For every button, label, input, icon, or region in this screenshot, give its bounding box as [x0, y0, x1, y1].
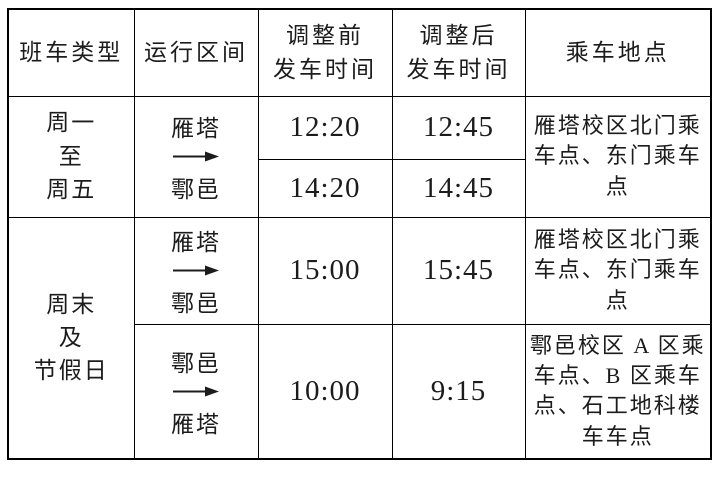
table-row: 周末 及 节假日 雁塔 鄠邑 15:00 15:45 雁塔校区北门乘车点、东门乘… [7, 216, 712, 460]
header-bus-type: 班车类型 [7, 8, 135, 97]
cell-location-yanta: 雁塔校区北门乘车点、东门乘车点 [524, 95, 712, 218]
right-arrow-icon [173, 151, 219, 162]
route-to: 鄠邑 [171, 291, 221, 316]
bus-schedule-table: 班车类型 运行区间 调整前 发车时间 调整后 发车时间 乘车地点 周一 至 周五… [7, 8, 712, 460]
route-from: 雁塔 [171, 230, 221, 255]
header-route: 运行区间 [133, 8, 259, 97]
cell-bus-type-weekend: 周末 及 节假日 [7, 216, 135, 460]
route-stack: 雁塔 鄠邑 [135, 109, 258, 204]
route-to: 雁塔 [171, 411, 221, 437]
route-stack: 鄠邑 雁塔 [135, 344, 258, 439]
cell-time-before: 15:00 [257, 216, 393, 325]
header-location: 乘车地点 [524, 8, 712, 97]
cell-time-before: 12:20 [257, 95, 393, 160]
table-row: 周一 至 周五 雁塔 鄠邑 12:20 12:45 雁塔校区北门乘车点、东门乘车… [7, 95, 712, 218]
cell-route-yanta-to-huyi: 雁塔 鄠邑 [133, 216, 259, 325]
route-to: 鄠邑 [171, 177, 221, 202]
cell-time-before: 10:00 [257, 323, 393, 460]
cell-time-after: 15:45 [391, 216, 526, 325]
table-row: 鄠邑 雁塔 10:00 9:15 鄠邑校区 A 区乘车点、B 区乘车点、石工地科… [8, 323, 712, 460]
cell-location-yanta: 雁塔校区北门乘车点、东门乘车点 [524, 216, 712, 325]
cell-location-huyi: 鄠邑校区 A 区乘车点、B 区乘车点、石工地科楼车车点 [524, 323, 712, 460]
cell-bus-type-weekday: 周一 至 周五 [7, 95, 135, 218]
route-stack: 雁塔 鄠邑 [135, 223, 258, 318]
cell-time-after: 9:15 [391, 323, 526, 460]
cell-route-huyi-to-yanta: 鄠邑 雁塔 [133, 323, 259, 460]
cell-route-yanta-to-huyi: 雁塔 鄠邑 [133, 95, 259, 218]
header-time-before: 调整前 发车时间 [257, 8, 393, 97]
right-arrow-icon [173, 265, 219, 276]
route-from: 鄠邑 [171, 350, 221, 376]
cell-time-before: 14:20 [257, 158, 393, 218]
route-from: 雁塔 [171, 116, 221, 141]
cell-time-after: 14:45 [391, 158, 526, 218]
table-row: 14:20 14:45 [8, 158, 711, 218]
cell-time-after: 12:45 [391, 95, 526, 160]
right-arrow-icon [173, 386, 219, 397]
table-header-row: 班车类型 运行区间 调整前 发车时间 调整后 发车时间 乘车地点 [7, 8, 712, 97]
header-time-after: 调整后 发车时间 [391, 8, 526, 97]
